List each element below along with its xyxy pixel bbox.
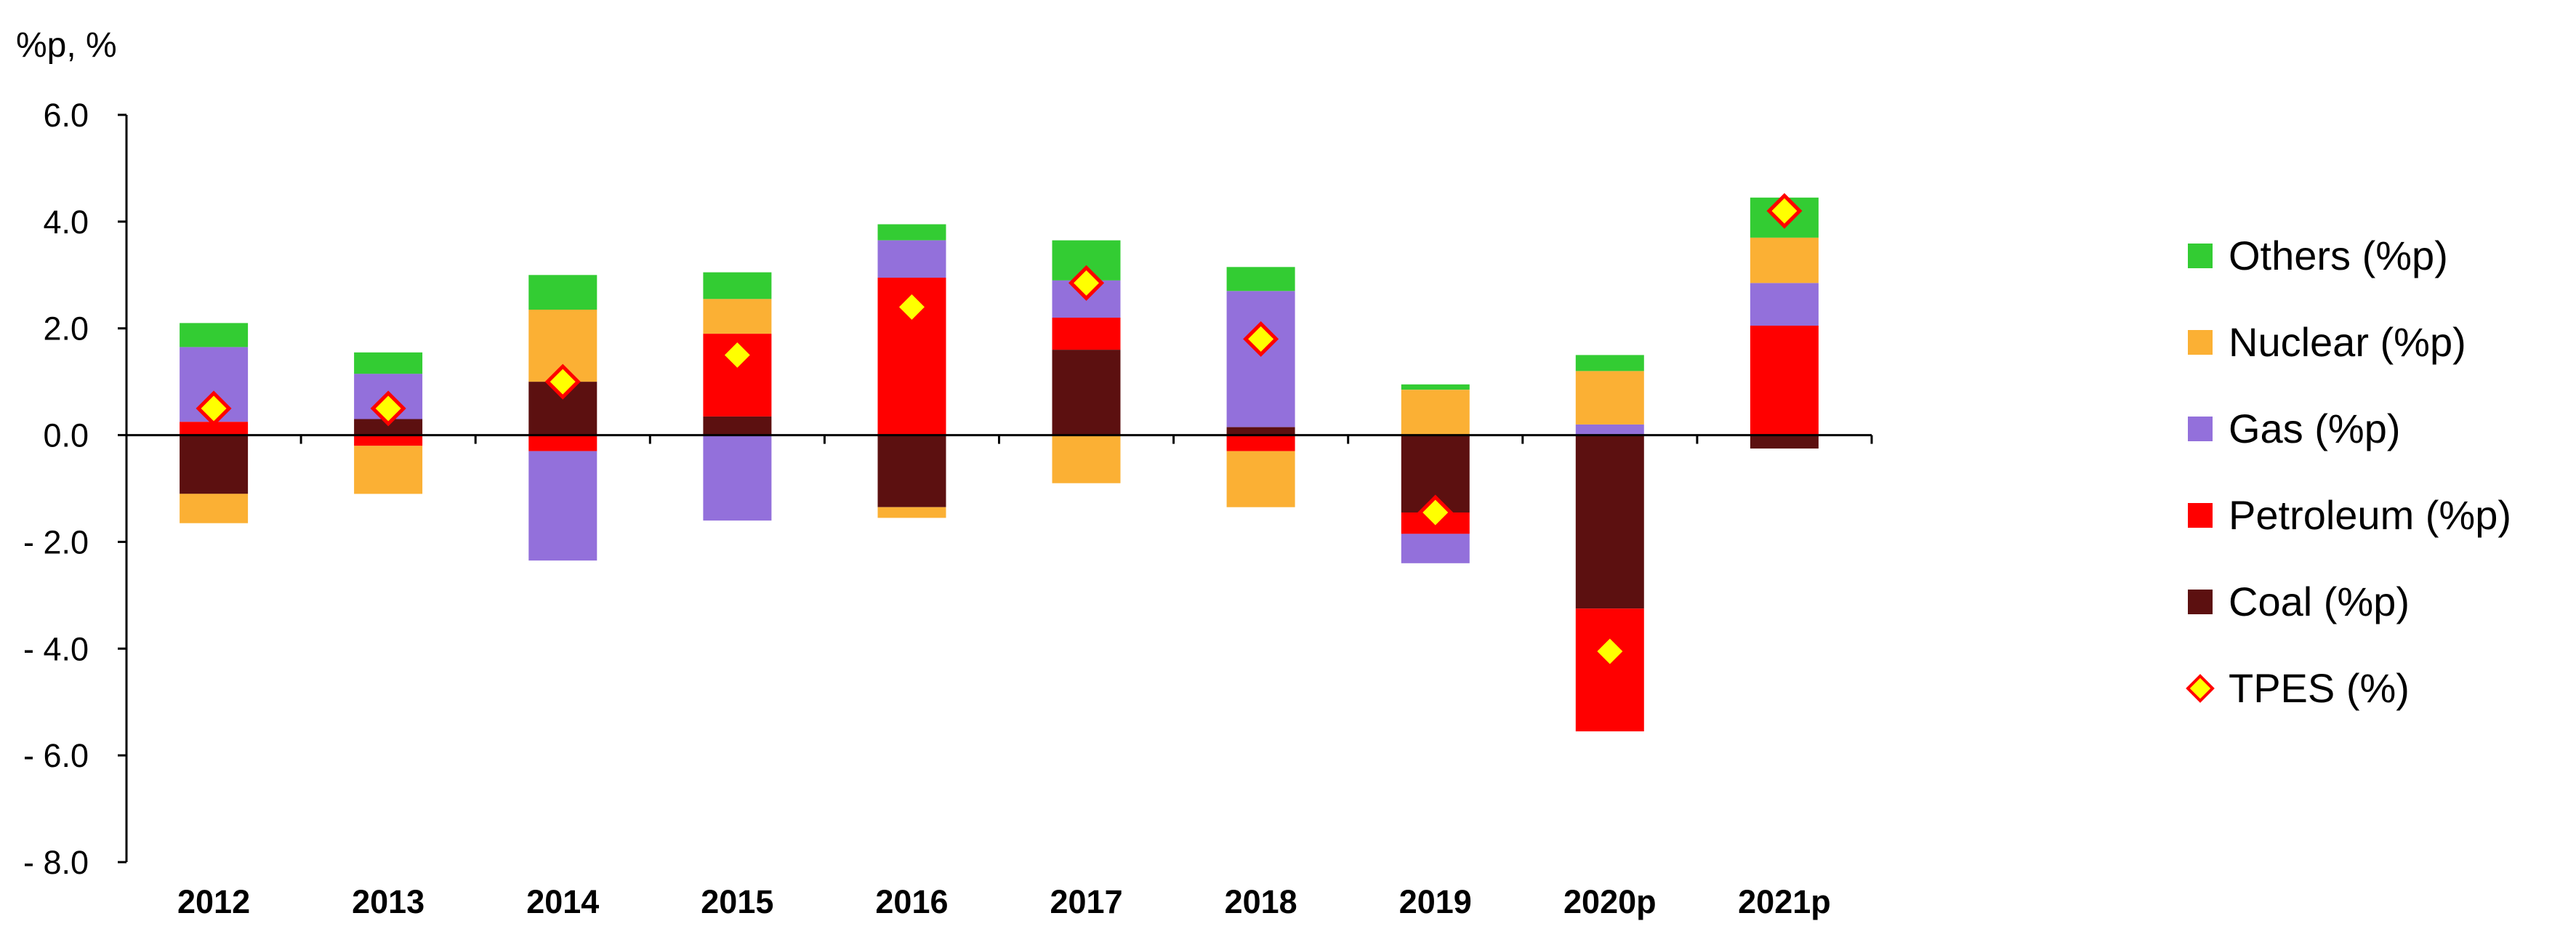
bar-nuclear-2021p bbox=[1750, 237, 1819, 284]
legend-label-coal: Coal (%p) bbox=[2229, 579, 2410, 624]
bar-others-2019 bbox=[1401, 384, 1470, 390]
bar-nuclear-2012 bbox=[180, 494, 249, 523]
bar-coal-2013 bbox=[354, 419, 423, 435]
bar-petroleum-2021p bbox=[1750, 326, 1819, 435]
legend-swatch-tpes bbox=[2186, 674, 2215, 703]
bar-coal-2020p bbox=[1575, 435, 1644, 609]
bar-others-2012 bbox=[180, 323, 249, 347]
legend-swatch-gas bbox=[2188, 417, 2213, 441]
marker-tpes-2015 bbox=[719, 337, 755, 373]
bar-others-2018 bbox=[1226, 267, 1295, 291]
x-tick-label: 2015 bbox=[701, 883, 773, 920]
y-tick-label: - 4.0 bbox=[23, 630, 89, 667]
y-tick-label: - 2.0 bbox=[23, 523, 89, 560]
bar-nuclear-2020p bbox=[1575, 371, 1644, 425]
legend-swatch-others bbox=[2188, 244, 2213, 268]
x-tick-label: 2016 bbox=[875, 883, 948, 920]
marker-tpes-2013 bbox=[370, 390, 406, 427]
bar-petroleum-2020p bbox=[1575, 608, 1644, 732]
bar-others-2014 bbox=[528, 275, 597, 310]
bar-coal-2018 bbox=[1226, 427, 1295, 435]
bar-coal-2015 bbox=[703, 416, 772, 435]
marker-tpes-2012 bbox=[196, 390, 232, 427]
bar-gas-2021p bbox=[1750, 283, 1819, 326]
y-tick-label: 2.0 bbox=[43, 310, 89, 347]
y-tick-label: - 6.0 bbox=[23, 737, 89, 774]
bar-others-2016 bbox=[877, 224, 946, 241]
bar-petroleum-2014 bbox=[528, 435, 597, 451]
bar-others-2013 bbox=[354, 352, 423, 374]
legend-swatch-coal bbox=[2188, 590, 2213, 614]
bar-coal-2017 bbox=[1052, 350, 1121, 435]
x-tick-label: 2019 bbox=[1399, 883, 1472, 920]
bar-gas-2015 bbox=[703, 435, 772, 521]
x-tick-label: 2021p bbox=[1738, 883, 1831, 920]
bar-coal-2012 bbox=[180, 435, 249, 494]
bar-nuclear-2016 bbox=[877, 507, 946, 518]
marker-tpes-2019 bbox=[1417, 494, 1454, 531]
bar-gas-2016 bbox=[877, 240, 946, 278]
legend-label-tpes: TPES (%) bbox=[2229, 665, 2410, 711]
bar-gas-2014 bbox=[528, 451, 597, 561]
bars-layer bbox=[180, 197, 1819, 732]
marker-tpes-2014 bbox=[544, 363, 581, 400]
bar-petroleum-2018 bbox=[1226, 435, 1295, 451]
bar-nuclear-2019 bbox=[1401, 390, 1470, 435]
bar-petroleum-2012 bbox=[180, 422, 249, 435]
marker-tpes-2020p bbox=[1592, 633, 1628, 669]
legend-label-petroleum: Petroleum (%p) bbox=[2229, 492, 2511, 538]
y-tick-label: 0.0 bbox=[43, 417, 89, 454]
x-tick-label: 2020p bbox=[1563, 883, 1657, 920]
bar-coal-2016 bbox=[877, 435, 946, 507]
y-unit-label: %p, % bbox=[16, 26, 117, 65]
x-tick-label: 2013 bbox=[352, 883, 424, 920]
bar-petroleum-2017 bbox=[1052, 318, 1121, 350]
marker-tpes-2016 bbox=[893, 289, 930, 325]
bar-others-2015 bbox=[703, 272, 772, 299]
legend-swatch-nuclear bbox=[2188, 330, 2213, 355]
markers-layer bbox=[196, 193, 1803, 669]
bar-others-2020p bbox=[1575, 355, 1644, 371]
axes-layer: 6.0 4.0 2.0 0.0 - 2.0 - 4.0 - 6.0 - 8.0 2012 2013… bbox=[23, 97, 1873, 920]
legend: Others (%p) Nuclear (%p) Gas (%p) Petroleum… bbox=[2186, 233, 2511, 711]
y-tick-label: - 8.0 bbox=[23, 844, 89, 881]
x-tick-label: 2012 bbox=[177, 883, 250, 920]
bar-nuclear-2013 bbox=[354, 446, 423, 494]
legend-label-nuclear: Nuclear (%p) bbox=[2229, 319, 2466, 365]
marker-tpes-2017 bbox=[1068, 265, 1105, 301]
y-tick-label: 4.0 bbox=[43, 204, 89, 241]
legend-label-gas: Gas (%p) bbox=[2229, 406, 2401, 451]
bar-petroleum-2013 bbox=[354, 435, 423, 446]
marker-tpes-2018 bbox=[1243, 321, 1279, 357]
bar-nuclear-2018 bbox=[1226, 451, 1295, 507]
x-tick-label: 2017 bbox=[1050, 883, 1122, 920]
bar-nuclear-2017 bbox=[1052, 435, 1121, 483]
y-tick-label: 6.0 bbox=[43, 97, 89, 134]
bar-gas-2020p bbox=[1575, 424, 1644, 435]
legend-label-others: Others (%p) bbox=[2229, 233, 2448, 278]
x-tick-label: 2018 bbox=[1225, 883, 1297, 920]
bar-gas-2019 bbox=[1401, 534, 1470, 563]
marker-tpes-2021p bbox=[1766, 193, 1803, 229]
bar-nuclear-2015 bbox=[703, 299, 772, 334]
x-tick-label: 2014 bbox=[526, 883, 599, 920]
bar-gas-2018 bbox=[1226, 291, 1295, 427]
bar-coal-2021p bbox=[1750, 435, 1819, 449]
legend-swatch-petroleum bbox=[2188, 503, 2213, 528]
